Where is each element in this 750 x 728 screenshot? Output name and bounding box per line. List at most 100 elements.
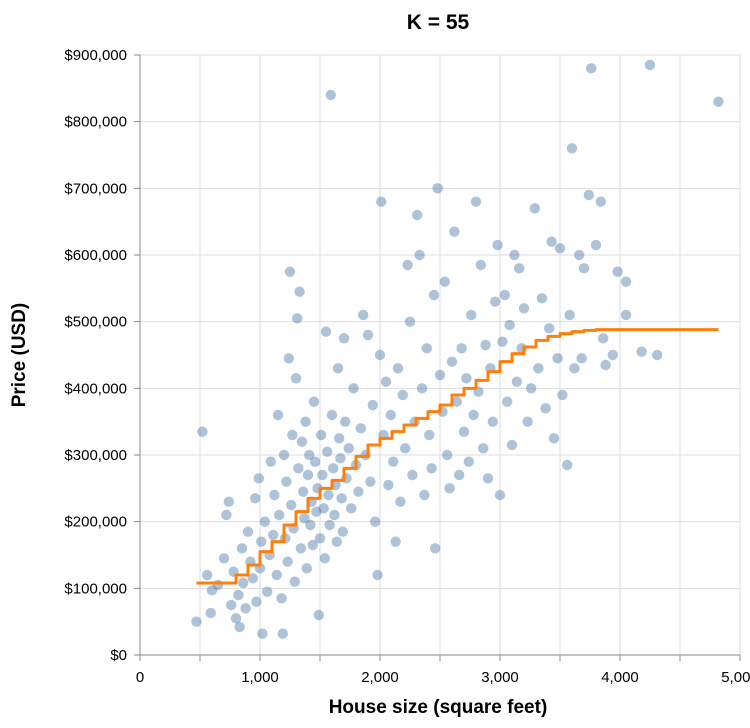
regression-line — [196, 328, 719, 585]
data-point — [205, 607, 216, 619]
data-point — [407, 469, 418, 481]
data-point — [576, 353, 587, 364]
gridlines — [139, 54, 741, 656]
data-point — [294, 286, 305, 297]
data-point — [230, 613, 242, 624]
y-axis-title: Price (USD) — [9, 303, 30, 408]
data-point — [522, 416, 533, 427]
data-point — [388, 456, 399, 467]
data-point — [212, 579, 224, 591]
data-point — [397, 389, 408, 401]
data-point — [362, 329, 374, 341]
data-point — [233, 589, 244, 601]
data-point — [299, 513, 310, 524]
data-point — [265, 456, 276, 467]
data-point — [290, 373, 302, 384]
data-point — [259, 516, 270, 527]
data-point — [598, 333, 609, 344]
data-point — [284, 266, 296, 277]
data-point — [385, 409, 396, 421]
data-point — [414, 249, 425, 261]
data-point — [282, 556, 293, 567]
data-point — [564, 309, 575, 321]
data-point — [478, 443, 489, 454]
data-point — [475, 259, 486, 271]
data-point — [456, 343, 467, 354]
data-point — [277, 628, 288, 639]
data-point — [400, 443, 411, 454]
data-point — [250, 493, 261, 504]
data-point — [367, 399, 378, 411]
data-point — [428, 289, 440, 301]
data-point — [595, 196, 606, 207]
y-tick-label: $600,000 — [64, 247, 127, 264]
data-point — [286, 499, 297, 511]
data-point — [370, 516, 381, 527]
data-point — [529, 203, 540, 214]
data-point — [374, 349, 386, 361]
data-point — [320, 326, 332, 337]
data-point — [329, 509, 340, 521]
data-point — [404, 316, 416, 327]
data-point — [494, 489, 506, 501]
data-point — [310, 456, 321, 467]
data-point — [426, 463, 437, 474]
y-tick-label: $800,000 — [64, 114, 127, 131]
x-axis-title: House size (square feet) — [329, 697, 548, 718]
data-point — [383, 479, 394, 491]
data-point — [348, 383, 359, 394]
data-point — [600, 359, 611, 371]
data-point — [607, 349, 618, 361]
data-point — [283, 353, 294, 364]
data-point — [305, 519, 316, 531]
data-point — [557, 389, 568, 401]
data-point — [328, 463, 339, 474]
data-point — [314, 533, 326, 544]
data-point — [197, 426, 208, 437]
data-point — [509, 249, 520, 261]
data-point — [326, 409, 338, 421]
data-point — [380, 376, 392, 387]
data-point — [355, 423, 366, 434]
data-point — [376, 196, 387, 207]
data-point — [242, 526, 254, 537]
y-tick-label: $0 — [110, 647, 127, 664]
data-point — [574, 249, 585, 261]
data-point — [461, 373, 472, 384]
data-point — [247, 573, 258, 584]
data-point — [301, 563, 312, 574]
data-point — [430, 543, 441, 554]
data-point — [289, 576, 300, 587]
data-point — [548, 433, 560, 444]
data-point — [506, 439, 518, 451]
data-point — [490, 296, 501, 307]
data-point — [482, 473, 494, 484]
data-point — [402, 259, 413, 271]
y-tick-label: $700,000 — [64, 180, 127, 197]
data-point — [540, 403, 551, 414]
data-point — [652, 349, 663, 361]
data-point — [412, 209, 423, 221]
data-point — [240, 603, 251, 614]
data-point — [504, 319, 515, 331]
data-point — [439, 276, 450, 287]
data-point — [583, 189, 594, 201]
data-point — [620, 276, 632, 287]
data-point — [281, 476, 292, 487]
data-point — [293, 463, 304, 474]
data-point — [358, 309, 369, 321]
data-point — [304, 449, 315, 461]
data-point — [287, 429, 298, 441]
data-point — [226, 599, 237, 611]
data-point — [713, 96, 724, 107]
y-tick-label: $200,000 — [64, 514, 127, 531]
y-tick-label: $100,000 — [64, 580, 127, 597]
data-point — [322, 446, 333, 457]
data-point — [468, 409, 479, 421]
data-point — [502, 396, 513, 407]
data-point — [272, 409, 284, 421]
data-point — [554, 243, 566, 254]
data-point — [392, 363, 404, 374]
data-point — [470, 196, 482, 207]
data-point — [202, 569, 213, 581]
